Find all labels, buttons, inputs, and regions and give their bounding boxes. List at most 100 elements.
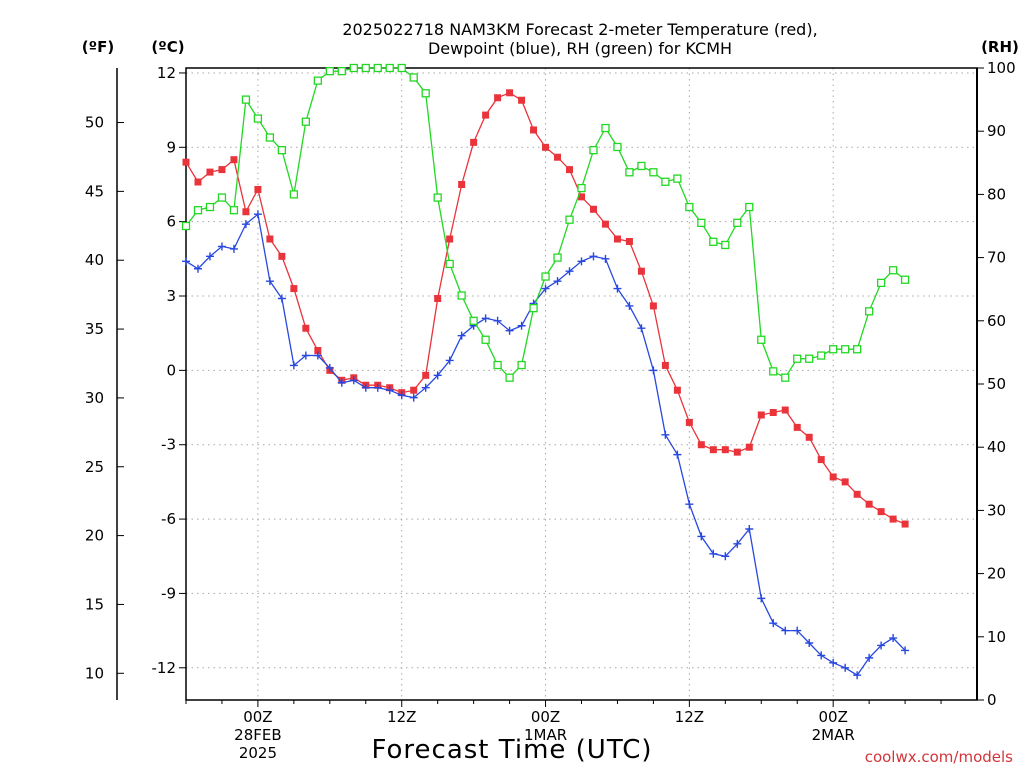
fahrenheit-unit-label: (ºF) bbox=[82, 38, 114, 56]
rh-unit-label: (RH) bbox=[981, 38, 1019, 56]
rh-marker bbox=[301, 117, 310, 126]
temperature-marker bbox=[290, 285, 298, 293]
temperature-marker bbox=[637, 267, 645, 275]
dewpoint-marker bbox=[205, 252, 214, 261]
x-tick-label: 00Z bbox=[531, 708, 560, 726]
temperature-marker bbox=[470, 138, 478, 146]
rh-marker bbox=[841, 345, 850, 354]
axes-layer: 129630-3-6-9-121015202530354045500102030… bbox=[85, 59, 1016, 762]
rh-tick-label: 30 bbox=[987, 501, 1006, 519]
dewpoint-marker bbox=[409, 393, 418, 402]
rh-marker bbox=[793, 354, 802, 363]
rh-marker bbox=[757, 335, 766, 344]
rh-marker bbox=[673, 174, 682, 183]
dewpoint-marker bbox=[445, 356, 454, 365]
rh-tick-label: 40 bbox=[987, 438, 1006, 456]
temperature-marker bbox=[446, 235, 454, 243]
dewpoint-marker bbox=[625, 301, 634, 310]
temperature-marker bbox=[781, 406, 789, 414]
temperature-marker bbox=[566, 166, 574, 174]
dewpoint-marker bbox=[589, 252, 598, 261]
dewpoint-marker bbox=[901, 646, 910, 655]
x-tick-label: 1MAR bbox=[524, 726, 567, 744]
rh-marker bbox=[325, 67, 334, 76]
dewpoint-marker bbox=[757, 594, 766, 603]
dewpoint-marker bbox=[709, 549, 718, 558]
rh-marker bbox=[829, 345, 838, 354]
temperature-marker bbox=[410, 386, 418, 394]
dewpoint-marker bbox=[229, 244, 238, 253]
temperature-marker bbox=[793, 423, 801, 431]
x-tick-label: 00Z bbox=[818, 708, 847, 726]
rh-marker bbox=[181, 221, 191, 231]
dewpoint-marker bbox=[721, 552, 730, 561]
rh-marker bbox=[289, 190, 299, 199]
dewpoint-marker bbox=[781, 626, 790, 635]
rh-marker bbox=[349, 63, 358, 73]
temperature-marker bbox=[434, 294, 442, 302]
celsius-tick-label: -12 bbox=[152, 659, 177, 677]
rh-marker bbox=[697, 218, 706, 227]
dewpoint-marker bbox=[301, 351, 310, 360]
rh-marker bbox=[649, 168, 658, 177]
dewpoint-marker bbox=[661, 430, 670, 439]
dewpoint-marker bbox=[385, 386, 394, 395]
temperature-marker bbox=[757, 411, 765, 419]
dewpoint-marker bbox=[889, 634, 898, 643]
rh-tick-label: 100 bbox=[987, 59, 1016, 77]
rh-marker bbox=[193, 206, 203, 215]
temperature-marker bbox=[554, 153, 562, 161]
rh-marker bbox=[433, 193, 442, 202]
dewpoint-marker bbox=[182, 257, 190, 266]
rh-marker bbox=[565, 215, 574, 224]
rh-marker bbox=[205, 202, 215, 212]
temperature-marker bbox=[518, 96, 526, 104]
rh-marker bbox=[217, 193, 227, 202]
rh-tick-label: 20 bbox=[987, 565, 1006, 583]
rh-tick-label: 0 bbox=[987, 691, 997, 709]
dewpoint-marker bbox=[685, 500, 694, 509]
rh-marker bbox=[337, 67, 346, 76]
dewpoint-marker bbox=[769, 619, 778, 628]
fahrenheit-tick-label: 45 bbox=[85, 182, 104, 200]
rh-marker bbox=[445, 259, 454, 269]
celsius-tick-label: 0 bbox=[166, 361, 176, 379]
dewpoint-marker bbox=[289, 361, 298, 370]
x-tick-label: 2025 bbox=[239, 744, 277, 762]
temperature-marker bbox=[901, 520, 909, 528]
rh-marker bbox=[589, 146, 598, 155]
dewpoint-marker bbox=[613, 284, 622, 293]
temperature-marker bbox=[841, 478, 849, 486]
rh-marker bbox=[253, 114, 263, 123]
temperature-marker bbox=[649, 302, 657, 310]
temperature-marker bbox=[218, 166, 226, 174]
rh-marker bbox=[229, 206, 239, 215]
x-tick-label: 2MAR bbox=[812, 726, 855, 744]
temperature-marker bbox=[733, 448, 741, 456]
rh-marker bbox=[817, 351, 826, 360]
rh-tick-label: 80 bbox=[987, 185, 1006, 203]
x-tick-label: 12Z bbox=[675, 708, 704, 726]
dewpoint-marker bbox=[193, 264, 202, 273]
rh-marker bbox=[888, 266, 898, 275]
rh-marker bbox=[781, 373, 790, 382]
rh-marker bbox=[900, 275, 910, 284]
x-tick-label: 00Z bbox=[243, 708, 272, 726]
dewpoint-marker bbox=[313, 351, 322, 360]
rh-tick-label: 50 bbox=[987, 375, 1006, 393]
rh-marker bbox=[397, 63, 406, 73]
temperature-marker bbox=[697, 441, 705, 449]
credit-text: coolwx.com/models bbox=[865, 748, 1013, 766]
rh-marker bbox=[481, 335, 490, 344]
rh-marker bbox=[733, 218, 742, 227]
temperature-marker bbox=[266, 235, 274, 243]
temperature-marker bbox=[494, 94, 502, 102]
temperature-marker bbox=[230, 156, 238, 164]
temperature-marker bbox=[242, 208, 250, 216]
rh-marker bbox=[313, 76, 322, 85]
fahrenheit-tick-label: 50 bbox=[85, 114, 104, 132]
fahrenheit-tick-label: 20 bbox=[85, 527, 104, 545]
temperature-marker bbox=[589, 205, 597, 213]
dewpoint-marker bbox=[649, 366, 658, 375]
